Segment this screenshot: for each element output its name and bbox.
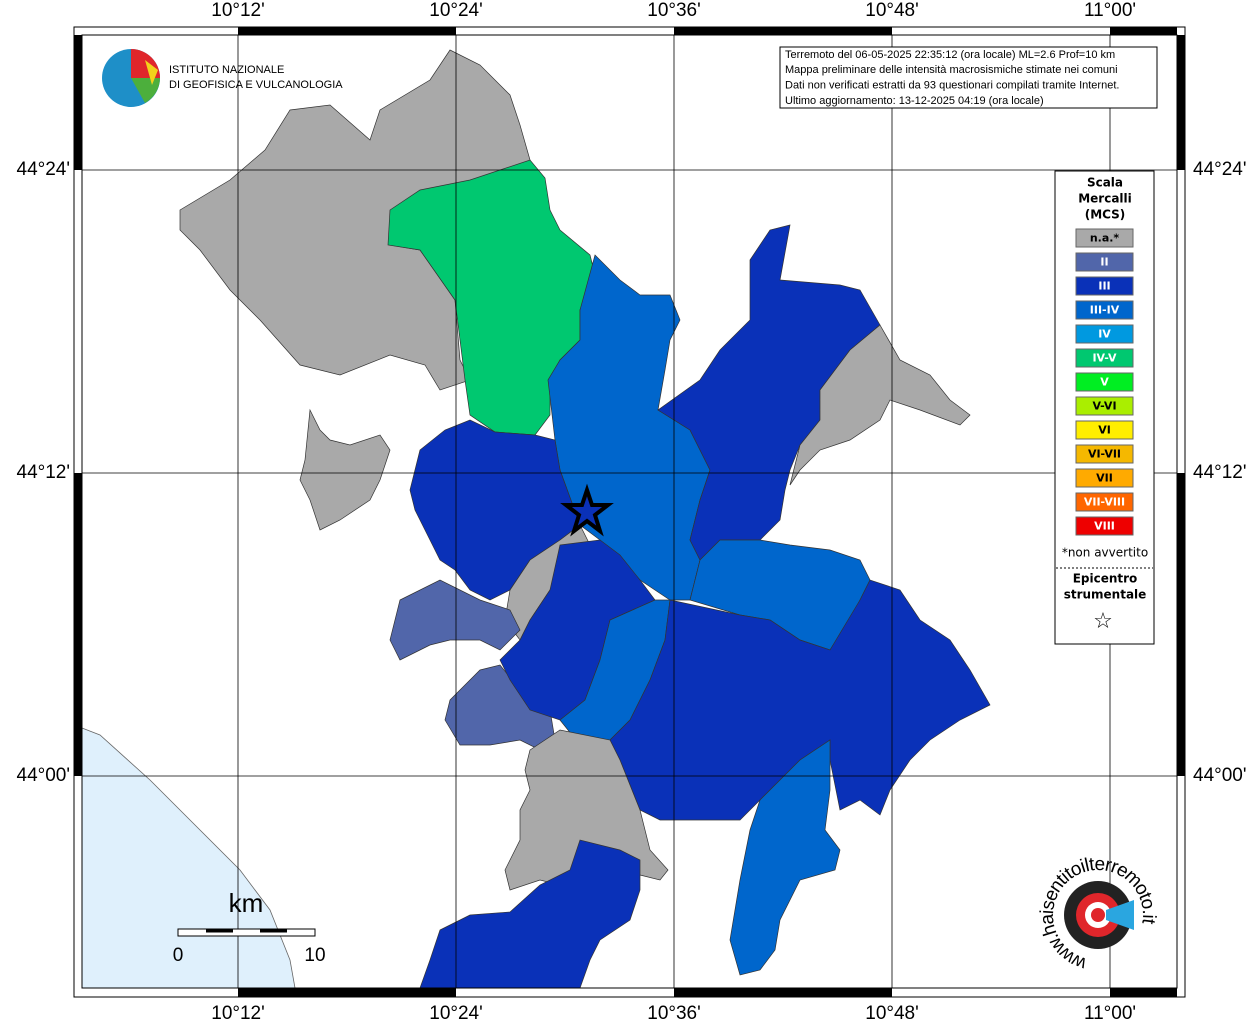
legend-label: VII-VIII (1084, 496, 1125, 509)
info-line: Mappa preliminare delle intensità macros… (785, 64, 1118, 76)
scale-label: 10 (304, 945, 325, 966)
info-box: Terremoto del 06-05-2025 22:35:12 (ora l… (779, 46, 1158, 109)
legend-label: III (1098, 280, 1110, 293)
legend-epicenter: Epicentro (1073, 572, 1138, 586)
legend-swatch (1075, 420, 1134, 440)
info-box-frame (779, 46, 1158, 109)
logo-target (1091, 908, 1105, 922)
scale-label: 0 (173, 945, 184, 966)
map-frame (73, 26, 1186, 998)
scale-unit: km (229, 888, 264, 918)
lat-label: 44°12' (17, 462, 71, 483)
legend-title: Mercalli (1078, 192, 1132, 206)
legend-label: III-IV (1090, 304, 1120, 317)
logo-horn (1106, 900, 1134, 930)
legend: ScalaMercalli(MCS)n.a.*IIIIIIII-IVIVIV-V… (1054, 170, 1155, 645)
frame-bar (74, 35, 82, 170)
legend-swatch (1075, 300, 1134, 320)
legend-swatch (1075, 348, 1134, 368)
region (789, 324, 971, 486)
lat-label: 44°00' (1193, 765, 1247, 786)
lon-label: 10°12' (211, 0, 265, 21)
lat-label: 44°24' (17, 159, 71, 180)
frame-bar (1110, 988, 1177, 997)
legend-swatch (1075, 468, 1134, 488)
legend-label: n.a.* (1090, 232, 1120, 245)
region (729, 739, 841, 976)
legend-swatch (1075, 276, 1134, 296)
frame-bar (238, 988, 456, 997)
lon-label: 10°48' (865, 0, 919, 21)
lon-label: 11°00' (1084, 0, 1136, 21)
legend-label: VI-VII (1088, 448, 1121, 461)
legend-label: V (1100, 376, 1109, 389)
region (657, 224, 881, 561)
legend-title: Scala (1087, 176, 1123, 190)
legend-swatch (1075, 516, 1134, 536)
frame-bar (1110, 27, 1177, 35)
scale-segment (260, 929, 287, 933)
legend-epicenter-symbol: ☆ (1093, 609, 1113, 634)
frame-bar (674, 27, 892, 35)
scale-bar: km 0 10 (173, 888, 326, 966)
frame-bar (74, 473, 82, 776)
legend-swatch (1075, 324, 1134, 344)
lon-label: 10°24' (429, 1003, 483, 1024)
graticule (82, 35, 1177, 988)
legend-label: IV (1098, 328, 1111, 341)
legend-swatch (1075, 252, 1134, 272)
epicenter-star (560, 483, 614, 537)
lat-label: 44°00' (17, 765, 71, 786)
lon-label: 11°00' (1084, 1003, 1136, 1024)
legend-label: II (1100, 256, 1108, 269)
legend-label: VI (1098, 424, 1111, 437)
info-line: Terremoto del 06-05-2025 22:35:12 (ora l… (785, 49, 1115, 61)
ingv-logo: ISTITUTO NAZIONALE DI GEOFISICA E VULCAN… (102, 49, 343, 107)
lon-label: 10°24' (429, 0, 483, 21)
scale-segment (206, 929, 233, 933)
legend-label: IV-V (1092, 352, 1117, 365)
frame-bar (1177, 473, 1185, 776)
logo-text: ISTITUTO NAZIONALE (169, 64, 284, 76)
frame-bar (674, 988, 892, 997)
logo-text: DI GEOFISICA E VULCANOLOGIA (169, 79, 343, 91)
legend-label: VIII (1094, 520, 1115, 533)
lon-label: 10°36' (647, 1003, 701, 1024)
legend-swatch (1075, 372, 1134, 392)
logo-segment (131, 78, 160, 103)
scale-frame (177, 928, 316, 937)
logo-segment (145, 60, 158, 85)
info-line: Dati non verificati estratti da 93 quest… (785, 80, 1119, 92)
frame-bar (238, 27, 456, 35)
lat-label: 44°24' (1193, 159, 1247, 180)
region (299, 408, 391, 531)
legend-swatch (1075, 396, 1134, 416)
lon-label: 10°12' (211, 1003, 265, 1024)
lat-label: 44°12' (1193, 462, 1247, 483)
lon-label: 10°48' (865, 1003, 919, 1024)
legend-epicenter: strumentale (1064, 588, 1147, 602)
legend-note: *non avvertito (1062, 546, 1148, 560)
frame-bar (1177, 35, 1185, 170)
legend-swatch (1075, 444, 1134, 464)
legend-label: VII (1096, 472, 1113, 485)
legend-swatch (1075, 492, 1134, 512)
region (389, 579, 521, 661)
lon-label: 10°36' (647, 0, 701, 21)
info-line: Ultimo aggiornamento: 13-12-2025 04:19 (… (785, 95, 1044, 107)
legend-title: (MCS) (1085, 208, 1126, 222)
legend-label: V-VI (1092, 400, 1116, 413)
legend-swatch (1075, 228, 1134, 248)
